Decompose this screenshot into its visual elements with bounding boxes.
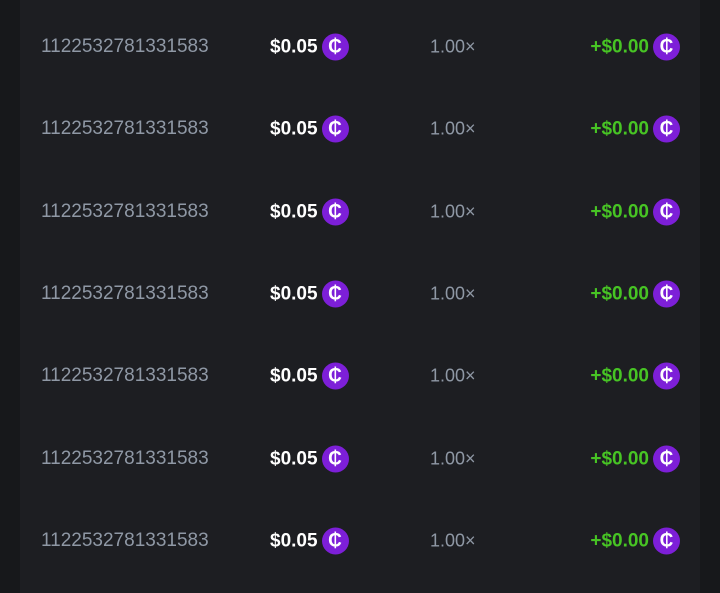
payout-value: +$0.00 xyxy=(590,201,649,222)
cedi-coin-icon: ₵ xyxy=(321,280,349,308)
multiplier: 1.00× xyxy=(430,365,476,386)
cedi-coin-icon: ₵ xyxy=(653,362,680,390)
payout: +$0.00 ₵ xyxy=(590,115,680,143)
bets-table: 1122532781331583 $0.05 ₵ 1.00× +$0.00 ₵ 112… xyxy=(20,0,700,593)
bet-amount: $0.05 ₵ xyxy=(270,33,349,61)
bet-amount: $0.05 ₵ xyxy=(270,115,349,143)
bet-id[interactable]: 1122532781331583 xyxy=(41,448,209,469)
bet-row[interactable]: 1122532781331583 $0.05 ₵ 1.00× +$0.00 ₵ xyxy=(20,171,700,253)
payout: +$0.00 ₵ xyxy=(590,362,680,390)
cedi-coin-icon: ₵ xyxy=(321,198,349,226)
cedi-coin-icon: ₵ xyxy=(321,115,349,143)
payout-value: +$0.00 xyxy=(590,36,649,57)
bet-row[interactable]: 1122532781331583 $0.05 ₵ 1.00× +$0.00 ₵ xyxy=(20,418,700,500)
payout: +$0.00 ₵ xyxy=(590,445,680,473)
payout: +$0.00 ₵ xyxy=(590,33,680,61)
cedi-coin-icon: ₵ xyxy=(321,527,349,555)
multiplier: 1.00× xyxy=(430,283,476,304)
bet-row[interactable]: 1122532781331583 $0.05 ₵ 1.00× +$0.00 ₵ xyxy=(20,88,700,170)
cedi-coin-icon: ₵ xyxy=(653,280,680,308)
bet-amount: $0.05 ₵ xyxy=(270,445,349,473)
cedi-coin-icon: ₵ xyxy=(321,33,349,61)
bet-row[interactable]: 1122532781331583 $0.05 ₵ 1.00× +$0.00 ₵ xyxy=(20,500,700,582)
bet-id[interactable]: 1122532781331583 xyxy=(41,36,209,57)
payout-value: +$0.00 xyxy=(590,448,649,469)
payout: +$0.00 ₵ xyxy=(590,280,680,308)
payout-value: +$0.00 xyxy=(590,365,649,386)
multiplier: 1.00× xyxy=(430,36,476,57)
bet-amount: $0.05 ₵ xyxy=(270,362,349,390)
cedi-coin-icon: ₵ xyxy=(653,33,680,61)
bet-id[interactable]: 1122532781331583 xyxy=(41,283,209,304)
bet-id[interactable]: 1122532781331583 xyxy=(41,365,209,386)
bet-row[interactable]: 1122532781331583 $0.05 ₵ 1.00× +$0.00 ₵ xyxy=(20,335,700,417)
bet-amount: $0.05 ₵ xyxy=(270,280,349,308)
multiplier: 1.00× xyxy=(430,201,476,222)
multiplier: 1.00× xyxy=(430,530,476,551)
bet-amount-value: $0.05 xyxy=(270,118,318,139)
bet-row[interactable]: 1122532781331583 $0.05 ₵ 1.00× +$0.00 ₵ xyxy=(20,253,700,335)
bet-row[interactable]: 1122532781331583 $0.05 ₵ 1.00× +$0.00 ₵ xyxy=(20,6,700,88)
bet-id[interactable]: 1122532781331583 xyxy=(41,530,209,551)
cedi-coin-icon: ₵ xyxy=(321,362,349,390)
payout-value: +$0.00 xyxy=(590,118,649,139)
payout: +$0.00 ₵ xyxy=(590,198,680,226)
bet-amount-value: $0.05 xyxy=(270,365,318,386)
cedi-coin-icon: ₵ xyxy=(653,445,680,473)
multiplier: 1.00× xyxy=(430,448,476,469)
bet-amount: $0.05 ₵ xyxy=(270,198,349,226)
payout-value: +$0.00 xyxy=(590,283,649,304)
payout: +$0.00 ₵ xyxy=(590,527,680,555)
bet-amount-value: $0.05 xyxy=(270,36,318,57)
payout-value: +$0.00 xyxy=(590,530,649,551)
bet-amount: $0.05 ₵ xyxy=(270,527,349,555)
cedi-coin-icon: ₵ xyxy=(653,527,680,555)
bet-id[interactable]: 1122532781331583 xyxy=(41,118,209,139)
multiplier: 1.00× xyxy=(430,118,476,139)
cedi-coin-icon: ₵ xyxy=(653,115,680,143)
bet-amount-value: $0.05 xyxy=(270,530,318,551)
bet-id[interactable]: 1122532781331583 xyxy=(41,201,209,222)
cedi-coin-icon: ₵ xyxy=(653,198,680,226)
cedi-coin-icon: ₵ xyxy=(321,445,349,473)
bet-amount-value: $0.05 xyxy=(270,448,318,469)
bet-amount-value: $0.05 xyxy=(270,201,318,222)
bet-amount-value: $0.05 xyxy=(270,283,318,304)
